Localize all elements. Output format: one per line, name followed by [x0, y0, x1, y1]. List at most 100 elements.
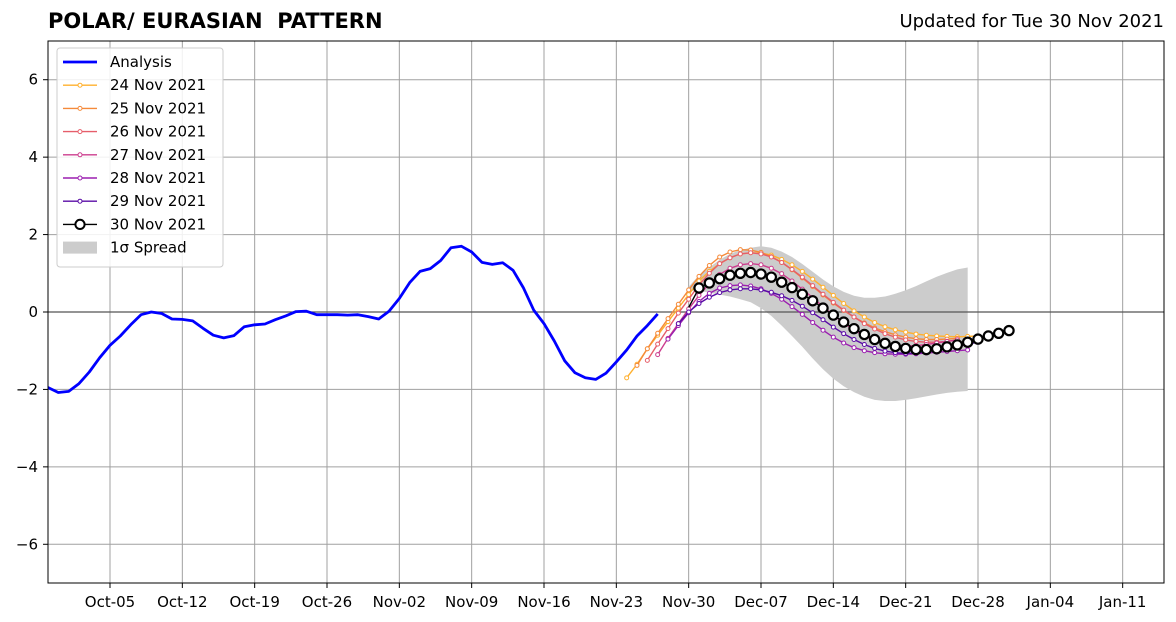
legend-swatch-marker: [77, 129, 83, 135]
forecast-point: [872, 345, 878, 351]
forecast-point: [858, 328, 871, 341]
forecast-point: [851, 345, 857, 351]
legend-swatch-spread: [63, 241, 97, 254]
forecast-point: [796, 288, 809, 300]
forecast-point: [693, 282, 705, 294]
forecast-point: [820, 291, 826, 297]
y-tick-label: −2: [16, 380, 38, 398]
forecast-point: [868, 333, 881, 346]
forecast-point: [696, 300, 702, 306]
legend-label: 27 Nov 2021: [110, 146, 206, 164]
forecast-point: [737, 286, 743, 292]
forecast-point: [727, 283, 733, 289]
forecast-point: [827, 309, 840, 321]
forecast-point: [830, 299, 836, 305]
x-tick-label: Dec-07: [734, 593, 788, 611]
forecast-point: [913, 338, 919, 344]
forecast-point: [910, 343, 922, 356]
forecast-point: [758, 251, 764, 257]
forecast-point: [961, 336, 974, 348]
forecast-point: [941, 341, 953, 353]
forecast-point: [665, 326, 671, 332]
forecast-point: [861, 348, 867, 354]
forecast-point: [665, 336, 671, 342]
forecast-point: [799, 311, 805, 317]
forecast-point: [644, 357, 650, 363]
forecast-point: [861, 342, 867, 348]
legend: Analysis 24 Nov 2021 25 Nov 2021 26 Nov 202…: [56, 47, 224, 268]
legend-swatch-marker: [77, 175, 83, 181]
x-tick-label: Nov-09: [445, 593, 498, 611]
forecast-point: [951, 339, 964, 351]
legend-swatch-marker: [74, 218, 86, 230]
forecast-point: [727, 255, 733, 261]
chart-title: POLAR/ EURASIAN PATTERN: [48, 9, 383, 33]
forecast-point: [755, 268, 767, 280]
forecast-point: [686, 287, 692, 293]
forecast-point: [675, 321, 681, 327]
forecast-point: [686, 309, 692, 315]
forecast-point: [806, 295, 819, 307]
forecast-point: [696, 292, 702, 298]
forecast-point: [837, 316, 850, 328]
x-tick-label: Jan-11: [1098, 593, 1147, 611]
forecast-point: [899, 342, 912, 355]
forecast-point: [713, 273, 726, 285]
forecast-point: [889, 340, 902, 353]
forecast-point: [737, 247, 743, 253]
forecast-point: [765, 271, 778, 283]
forecast-point: [972, 333, 984, 345]
forecast-point: [706, 263, 712, 269]
forecast-point: [810, 283, 816, 289]
forecast-point: [768, 254, 774, 260]
forecast-point: [779, 259, 785, 265]
x-tick-label: Dec-21: [879, 593, 933, 611]
forecast-point: [727, 249, 733, 255]
forecast-point: [830, 334, 836, 340]
forecast-point: [861, 321, 867, 327]
legend-label: 25 Nov 2021: [110, 99, 206, 117]
analysis-line: [47, 244, 659, 394]
forecast-point: [903, 329, 909, 335]
forecast-point: [872, 350, 878, 356]
forecast-point: [810, 276, 816, 282]
forecast-point: [810, 319, 816, 325]
forecast-point: [786, 281, 798, 294]
forecast-point: [1003, 324, 1015, 337]
legend-label: 1σ Spread: [110, 239, 187, 257]
forecast-point: [965, 347, 971, 353]
forecast-point: [841, 300, 847, 306]
forecast-point: [737, 262, 743, 268]
legend-label: 29 Nov 2021: [110, 192, 206, 210]
forecast-point: [706, 270, 712, 276]
forecast-point: [768, 289, 774, 295]
forecast-point: [861, 314, 867, 320]
forecast-point: [799, 268, 805, 274]
forecast-point: [830, 292, 836, 298]
x-tick-label: Oct-19: [229, 593, 279, 611]
x-tick-label: Nov-16: [517, 593, 570, 611]
forecast-point: [717, 254, 723, 260]
forecast-point: [665, 316, 671, 322]
forecast-point: [872, 326, 878, 332]
forecast-point: [913, 331, 919, 337]
forecast-point: [982, 330, 995, 342]
x-tick-label: Dec-28: [951, 593, 1005, 611]
forecast-point: [892, 334, 898, 340]
forecast-point: [851, 336, 857, 342]
forecast-point: [655, 341, 661, 347]
forecast-point: [799, 303, 805, 309]
forecast-point: [758, 262, 764, 268]
legend-label: Analysis: [110, 53, 172, 71]
forecast-point: [920, 343, 933, 356]
forecast-point: [923, 332, 929, 338]
forecast-point: [848, 322, 860, 335]
forecast-point: [851, 314, 857, 320]
forecast-point: [789, 297, 795, 303]
updated-date: Updated for Tue 30 Nov 2021: [899, 11, 1164, 32]
forecast-point: [789, 266, 795, 272]
forecast-point: [817, 302, 829, 314]
forecast-point: [775, 276, 788, 288]
forecast-point: [744, 266, 757, 279]
